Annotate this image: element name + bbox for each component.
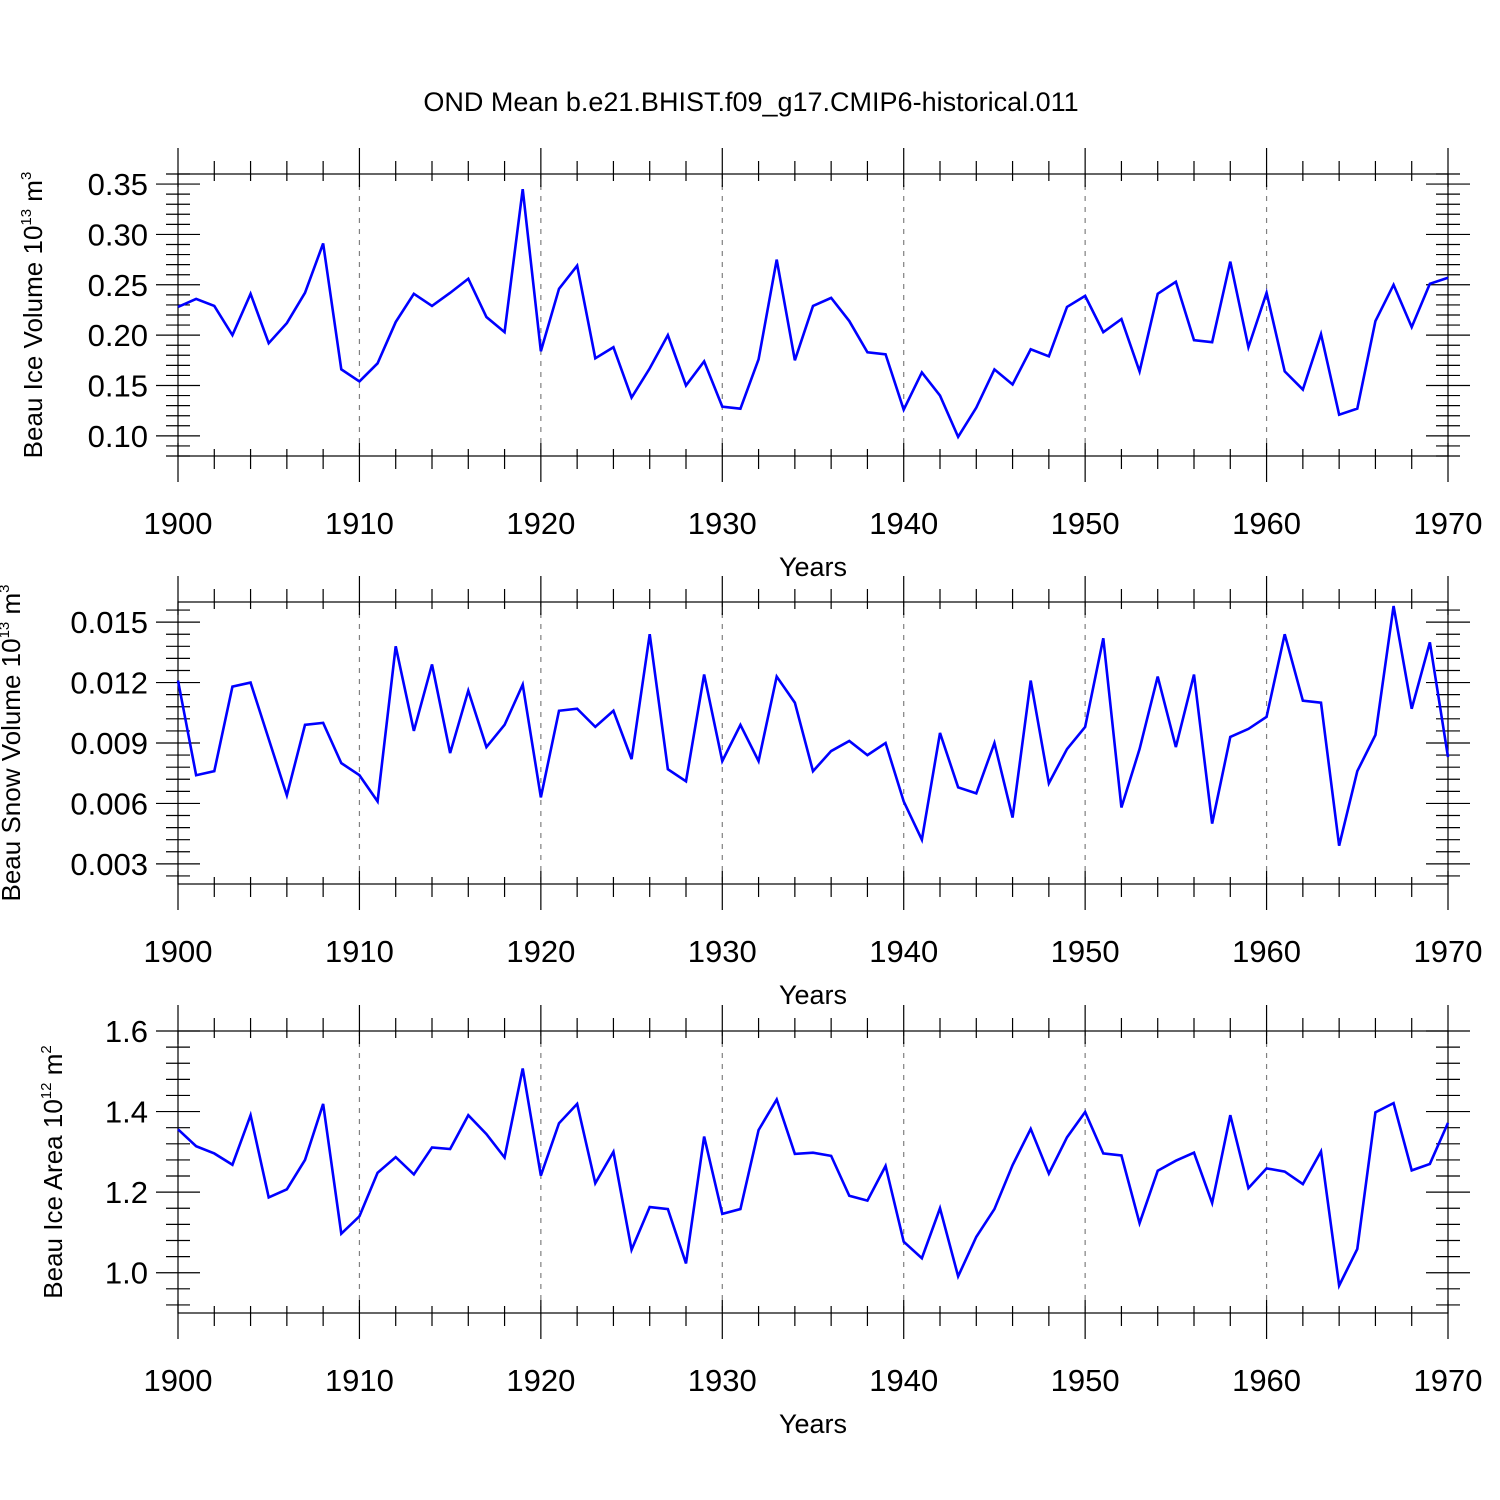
x-tick-labels: 1900 1910 1920 1930 1940 1950 1960 1970 — [144, 934, 1483, 969]
y-label-exponent: 13 — [18, 209, 35, 226]
x-tick-label: 1950 — [1051, 506, 1120, 541]
x-tick-label: 1910 — [325, 1363, 394, 1398]
grid-layer — [358, 602, 1268, 884]
y-tick-label: 0.006 — [70, 786, 148, 821]
data-series-line — [177, 1068, 1450, 1290]
x-tick-label: 1900 — [144, 1363, 213, 1398]
y-label-main: Beau Snow Volume 10 — [0, 638, 26, 901]
x-tick-label: 1930 — [688, 934, 757, 969]
x-tick-labels: 1900 1910 1920 1930 1940 1950 1960 1970 — [144, 1363, 1483, 1398]
y-tick-label: 0.009 — [70, 726, 148, 761]
y-label-unit-exponent: 2 — [38, 1045, 55, 1053]
y-tick-label: 0.015 — [70, 605, 148, 640]
y-axis-label: Beau Ice Volume 1013 m3 — [18, 172, 48, 459]
y-tick-label: 1.6 — [105, 1014, 148, 1049]
x-tick-label: 1940 — [869, 1363, 938, 1398]
y-tick-labels: 0.003 0.006 0.009 0.012 0.015 — [70, 605, 148, 882]
x-tick-labels: 1900 1910 1920 1930 1940 1950 1960 1970 — [144, 506, 1483, 541]
x-axis-label: Years — [779, 552, 847, 582]
y-label-unit-exponent: 3 — [0, 585, 13, 593]
grid-layer — [358, 1031, 1268, 1313]
y-tick-label: 0.25 — [88, 268, 148, 303]
x-tick-label: 1920 — [506, 1363, 575, 1398]
grid-layer — [358, 174, 1268, 456]
y-label-unit: m — [0, 593, 26, 622]
x-tick-label: 1960 — [1232, 934, 1301, 969]
y-tick-labels: 1.0 1.2 1.4 1.6 — [105, 1014, 148, 1291]
x-tick-label: 1910 — [325, 506, 394, 541]
x-tick-label: 1900 — [144, 934, 213, 969]
y-tick-labels: 0.10 0.15 0.20 0.25 0.30 0.35 — [88, 167, 148, 454]
panel-ice-volume: 0.10 0.15 0.20 0.25 0.30 0.35 1900 1910 1920 193… — [18, 148, 1482, 582]
x-tick-label: 1930 — [688, 1363, 757, 1398]
y-label-main: Beau Ice Area 10 — [38, 1099, 68, 1298]
x-tick-label: 1910 — [325, 934, 394, 969]
x-tick-label: 1960 — [1232, 506, 1301, 541]
y-label-exponent: 12 — [38, 1083, 55, 1100]
data-series-line — [177, 188, 1449, 440]
y-tick-label: 0.20 — [88, 318, 148, 353]
figure-title: OND Mean b.e21.BHIST.f09_g17.CMIP6-histo… — [423, 87, 1078, 117]
panel-ice-area: 1.0 1.2 1.4 1.6 1900 1910 1920 1930 1940 1950 196… — [38, 1005, 1482, 1439]
y-label-unit: m — [38, 1054, 68, 1083]
ticks-layer — [156, 576, 1470, 910]
y-tick-label: 0.35 — [88, 167, 148, 202]
series-layer — [177, 1068, 1450, 1290]
plot-frame — [177, 601, 1449, 885]
y-label-main: Beau Ice Volume 10 — [18, 226, 48, 459]
x-axis-label: Years — [779, 980, 847, 1010]
y-label-exponent: 13 — [0, 622, 13, 639]
y-tick-label: 0.15 — [88, 369, 148, 404]
plot-frame — [177, 1030, 1449, 1314]
x-tick-label: 1930 — [688, 506, 757, 541]
x-tick-label: 1950 — [1051, 934, 1120, 969]
x-tick-label: 1960 — [1232, 1363, 1301, 1398]
x-axis-label: Years — [779, 1409, 847, 1439]
x-tick-label: 1940 — [869, 934, 938, 969]
y-tick-label: 1.2 — [105, 1175, 148, 1210]
x-tick-label: 1970 — [1414, 934, 1483, 969]
series-layer — [176, 605, 1450, 847]
y-label-unit-exponent: 3 — [18, 172, 35, 180]
x-tick-label: 1900 — [144, 506, 213, 541]
series-layer — [177, 188, 1449, 440]
x-tick-label: 1940 — [869, 506, 938, 541]
y-label-unit: m — [18, 180, 48, 209]
x-tick-label: 1920 — [506, 506, 575, 541]
y-tick-label: 0.10 — [88, 419, 148, 454]
y-axis-label: Beau Snow Volume 1013 m3 — [0, 585, 26, 902]
x-tick-label: 1920 — [506, 934, 575, 969]
data-series-line — [176, 605, 1450, 847]
ticks-layer — [156, 1005, 1470, 1339]
y-tick-label: 0.003 — [70, 847, 148, 882]
x-tick-label: 1950 — [1051, 1363, 1120, 1398]
plot-frame — [177, 173, 1449, 457]
x-tick-label: 1970 — [1414, 1363, 1483, 1398]
y-tick-label: 1.4 — [105, 1095, 148, 1130]
y-tick-label: 0.012 — [70, 666, 148, 701]
x-tick-label: 1970 — [1414, 506, 1483, 541]
y-tick-label: 1.0 — [105, 1256, 148, 1291]
y-tick-label: 0.30 — [88, 217, 148, 252]
y-axis-label: Beau Ice Area 1012 m2 — [38, 1045, 68, 1298]
